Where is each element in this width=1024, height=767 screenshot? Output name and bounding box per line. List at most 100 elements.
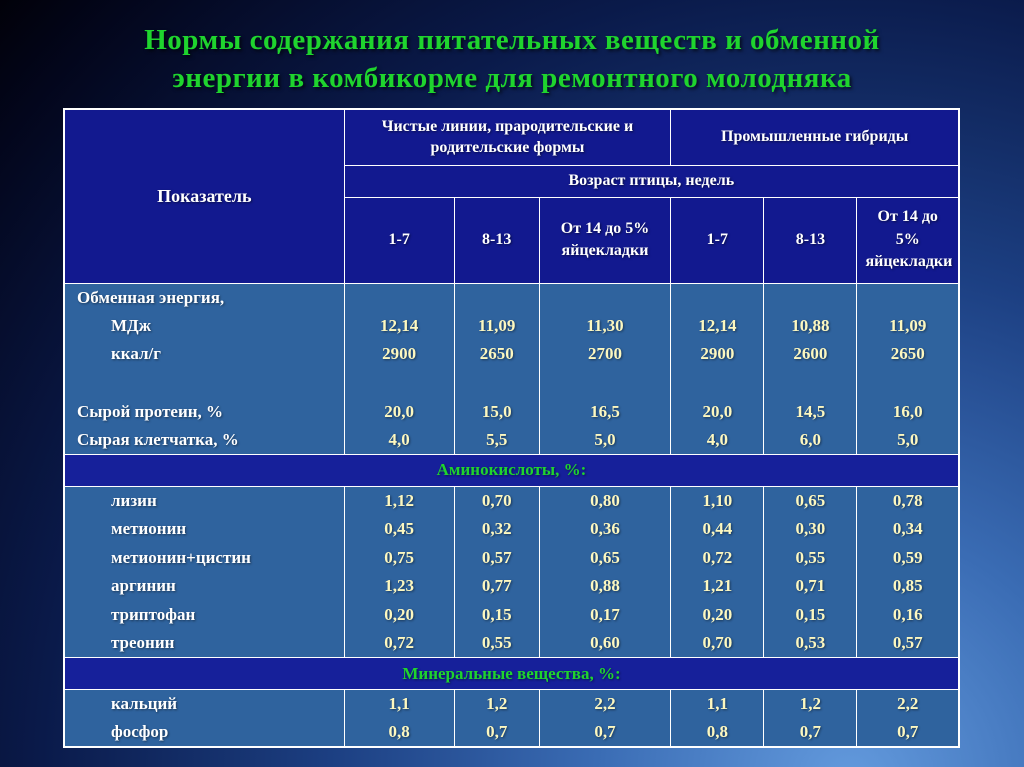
value-cell: 0,45: [343, 514, 455, 544]
value-cell: 12,14: [343, 311, 455, 341]
value-cell: 0,7: [538, 718, 672, 747]
value-cell: 0,15: [763, 600, 858, 630]
value-cell: 0,88: [538, 572, 672, 601]
value-cell: 2700: [538, 340, 672, 369]
value-cell: 5,0: [538, 425, 672, 455]
row-label: метионин: [63, 514, 345, 544]
value-cell: 16,0: [856, 397, 960, 426]
value-cell: 0,30: [763, 514, 858, 544]
value-cell: 0,78: [856, 486, 960, 515]
table-row: треонин 0,72 0,55 0,60 0,70 0,53 0,57: [63, 629, 960, 658]
row-label: метионин+цистин: [63, 543, 345, 573]
value-cell: 0,65: [763, 486, 858, 515]
value-cell: 5,0: [856, 425, 960, 455]
indicator-header: Показатель: [63, 108, 345, 284]
section-row: Аминокислоты, %:: [63, 454, 960, 487]
value-cell: 2,2: [538, 689, 672, 719]
table-row: МДж 12,14 11,09 11,30 12,14 10,88 11,09: [63, 311, 960, 341]
value-cell: [453, 368, 540, 398]
table-row: триптофан 0,20 0,15 0,17 0,20 0,15 0,16: [63, 600, 960, 630]
value-cell: [670, 283, 765, 312]
age-header-row: Возраст птицы, недель: [64, 164, 960, 198]
value-cell: [763, 368, 858, 398]
value-cell: 0,60: [538, 629, 672, 658]
value-cell: 16,5: [538, 397, 672, 426]
value-cell: 2650: [453, 340, 540, 369]
value-cell: 0,57: [856, 629, 960, 658]
table-row: ккал/г 2900 2650 2700 2900 2600 2650: [63, 340, 960, 369]
value-cell: 0,16: [856, 600, 960, 630]
value-cell: 0,17: [538, 600, 672, 630]
value-cell: 0,36: [538, 514, 672, 544]
value-cell: 11,30: [538, 311, 672, 341]
row-label: Сырая клетчатка, %: [63, 425, 345, 455]
value-cell: 0,20: [343, 600, 455, 630]
section-row: Минеральные вещества, %:: [63, 657, 960, 691]
row-label: кальций: [63, 689, 345, 719]
row-label: МДж: [63, 311, 345, 341]
value-cell: 2900: [343, 340, 455, 369]
value-cell: 1,10: [670, 486, 765, 515]
value-cell: 1,1: [343, 689, 455, 719]
value-cell: [670, 368, 765, 398]
value-cell: 0,44: [670, 514, 765, 544]
value-cell: 0,57: [453, 543, 540, 573]
row-label: ккал/г: [63, 340, 345, 369]
column-headers-row: 1-7 8-13 От 14 до 5% яйцекладки 1-7 8-13…: [64, 196, 960, 284]
value-cell: 0,32: [453, 514, 540, 544]
age-header: Возраст птицы, недель: [343, 164, 960, 198]
value-cell: 0,7: [453, 718, 540, 747]
value-cell: 0,70: [670, 629, 765, 658]
section-label: Минеральные вещества, %:: [63, 657, 960, 691]
row-label: Сырой протеин, %: [63, 397, 345, 426]
value-cell: 0,8: [670, 718, 765, 747]
value-cell: 0,55: [763, 543, 858, 573]
table-container: Показатель Чистые линии, прародительские…: [63, 108, 960, 748]
value-cell: 1,2: [763, 689, 858, 719]
row-label: аргинин: [63, 572, 345, 601]
value-cell: [453, 283, 540, 312]
table-row: Сырая клетчатка, % 4,0 5,5 5,0 4,0 6,0 5,0: [63, 425, 960, 455]
row-label: [63, 368, 345, 398]
value-cell: 12,14: [670, 311, 765, 341]
column-header-1: 1-7: [343, 196, 455, 284]
value-cell: [343, 368, 455, 398]
value-cell: 0,7: [763, 718, 858, 747]
group-header-hybrids: Промышленные гибриды: [670, 108, 960, 166]
table-row: лизин 1,12 0,70 0,80 1,10 0,65 0,78: [63, 486, 960, 515]
table-header: Показатель Чистые линии, прародительские…: [63, 108, 960, 284]
value-cell: 10,88: [763, 311, 858, 341]
value-cell: [856, 368, 960, 398]
column-header-5: 8-13: [763, 196, 858, 284]
value-cell: 0,75: [343, 543, 455, 573]
value-cell: 20,0: [343, 397, 455, 426]
value-cell: 0,77: [453, 572, 540, 601]
table-body: Обменная энергия, МДж 12,14 11,09 11,30 12,14…: [63, 283, 960, 747]
value-cell: 0,80: [538, 486, 672, 515]
value-cell: 0,34: [856, 514, 960, 544]
value-cell: 0,72: [343, 629, 455, 658]
row-label: Обменная энергия,: [63, 283, 345, 312]
column-header-2: 8-13: [453, 196, 540, 284]
value-cell: 0,20: [670, 600, 765, 630]
value-cell: 0,55: [453, 629, 540, 658]
value-cell: 2,2: [856, 689, 960, 719]
value-cell: 0,8: [343, 718, 455, 747]
value-cell: [856, 283, 960, 312]
table-row: кальций 1,1 1,2 2,2 1,1 1,2 2,2: [63, 689, 960, 719]
table-row: Сырой протеин, % 20,0 15,0 16,5 20,0 14,5 16,0: [63, 397, 960, 426]
group-header-row: Показатель Чистые линии, прародительские…: [63, 108, 960, 284]
row-label: треонин: [63, 629, 345, 658]
value-cell: 5,5: [453, 425, 540, 455]
value-cell: 0,65: [538, 543, 672, 573]
value-cell: 1,2: [453, 689, 540, 719]
slide-title: Нормы содержания питательных веществ и о…: [0, 22, 1024, 97]
nutrient-table: Показатель Чистые линии, прародительские…: [63, 108, 960, 748]
table-row: [63, 368, 960, 398]
value-cell: 1,23: [343, 572, 455, 601]
row-label: фосфор: [63, 718, 345, 747]
value-cell: 1,12: [343, 486, 455, 515]
table-row: метионин 0,45 0,32 0,36 0,44 0,30 0,34: [63, 514, 960, 544]
table-row: Обменная энергия,: [63, 283, 960, 312]
